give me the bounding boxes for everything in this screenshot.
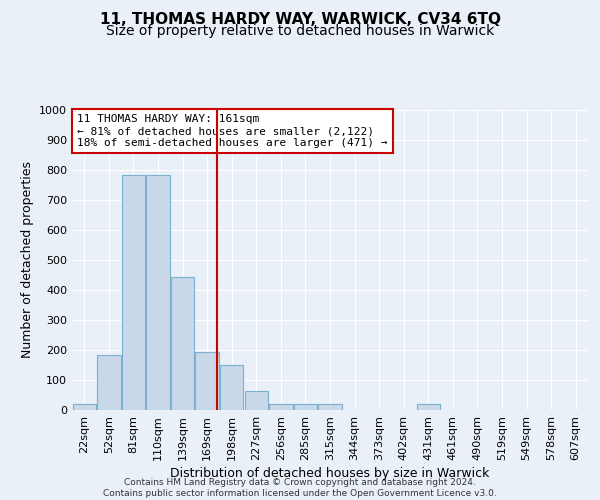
Text: 11 THOMAS HARDY WAY: 161sqm
← 81% of detached houses are smaller (2,122)
18% of : 11 THOMAS HARDY WAY: 161sqm ← 81% of det… — [77, 114, 388, 148]
Bar — [171, 276, 194, 410]
Bar — [97, 354, 121, 410]
Text: 11, THOMAS HARDY WAY, WARWICK, CV34 6TQ: 11, THOMAS HARDY WAY, WARWICK, CV34 6TQ — [100, 12, 500, 28]
Bar — [294, 404, 317, 410]
Text: Size of property relative to detached houses in Warwick: Size of property relative to detached ho… — [106, 24, 494, 38]
Bar — [245, 390, 268, 410]
X-axis label: Distribution of detached houses by size in Warwick: Distribution of detached houses by size … — [170, 467, 490, 480]
Bar — [416, 404, 440, 410]
Bar — [73, 404, 96, 410]
Bar — [122, 174, 145, 410]
Bar — [146, 174, 170, 410]
Bar — [319, 404, 341, 410]
Bar — [269, 404, 293, 410]
Y-axis label: Number of detached properties: Number of detached properties — [20, 162, 34, 358]
Bar — [196, 352, 219, 410]
Text: Contains HM Land Registry data © Crown copyright and database right 2024.
Contai: Contains HM Land Registry data © Crown c… — [103, 478, 497, 498]
Bar — [220, 365, 244, 410]
